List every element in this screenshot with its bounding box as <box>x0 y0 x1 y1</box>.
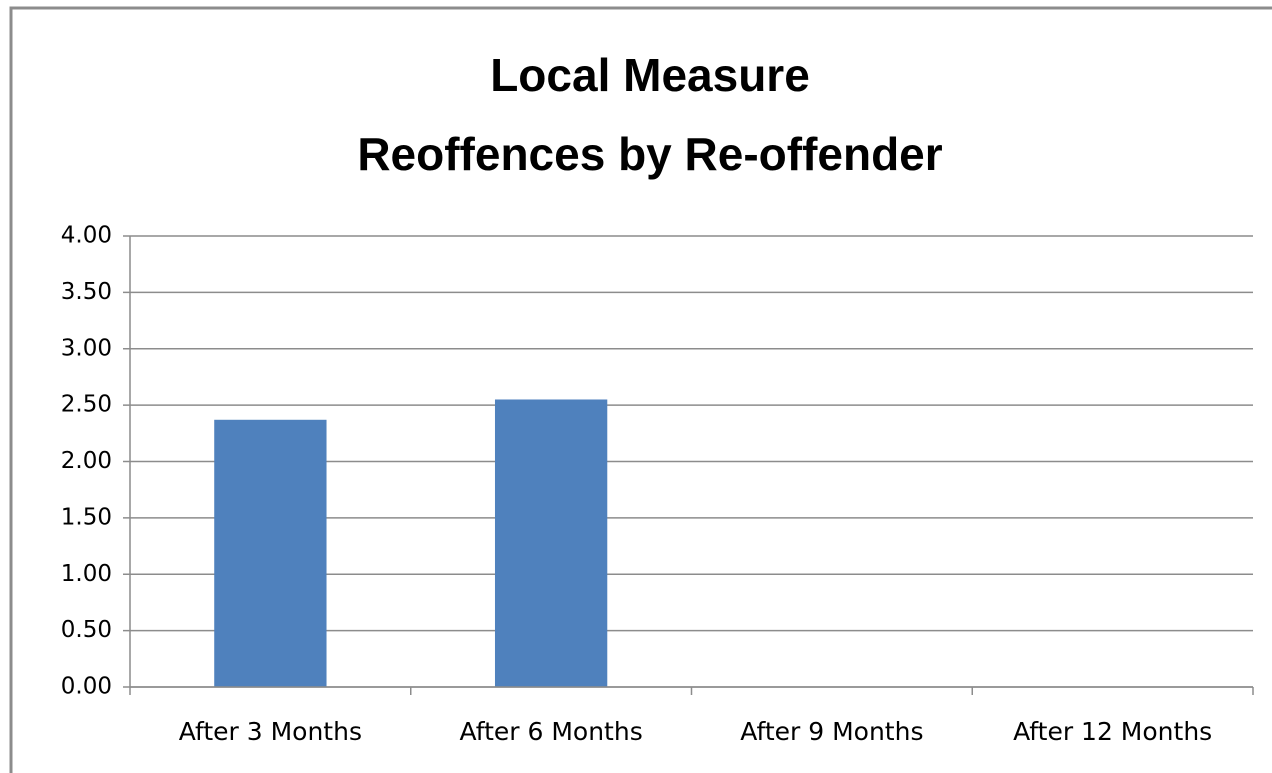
y-tick-label: 2.00 <box>61 448 112 474</box>
x-tick-label: After 12 Months <box>1013 717 1212 746</box>
x-tick-label: After 6 Months <box>460 717 643 746</box>
chart-title: Reoffences by Re-offender <box>357 128 942 180</box>
chart-title: Local Measure <box>490 49 810 101</box>
x-tick-label: After 3 Months <box>179 717 362 746</box>
y-tick-label: 0.50 <box>61 617 112 643</box>
y-tick-label: 4.00 <box>61 223 112 249</box>
y-tick-label: 3.50 <box>61 279 112 305</box>
x-tick-label: After 9 Months <box>740 717 923 746</box>
bar <box>494 399 608 687</box>
chart-border <box>9 6 1272 773</box>
bar <box>214 419 327 687</box>
y-tick-label: 3.00 <box>61 335 112 361</box>
y-tick-label: 1.50 <box>61 504 112 530</box>
y-tick-label: 1.00 <box>61 561 112 587</box>
y-tick-label: 0.00 <box>61 674 112 700</box>
y-tick-label: 2.50 <box>61 392 112 418</box>
